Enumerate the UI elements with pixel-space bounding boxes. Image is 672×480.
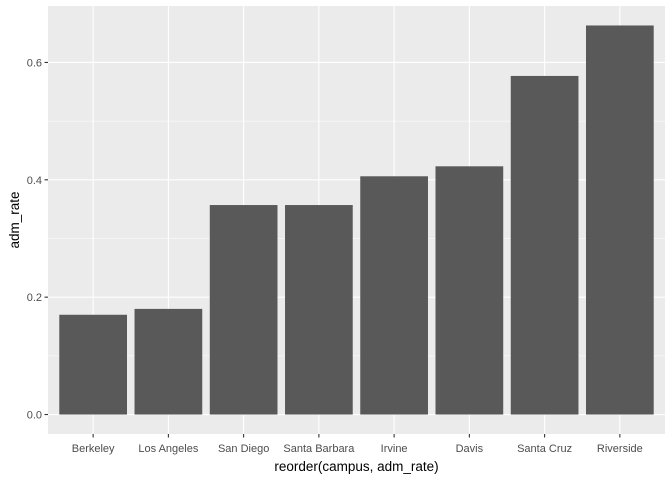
y-tick-label: 0.4 [27, 175, 42, 187]
y-tick-label: 0.2 [27, 292, 42, 304]
x-axis-title: reorder(campus, adm_rate) [274, 459, 438, 474]
bar-davis [435, 166, 504, 415]
x-tick-label: San Diego [218, 443, 269, 455]
x-tick-label: Riverside [597, 443, 643, 455]
y-axis-title: adm_rate [7, 191, 22, 248]
bar-berkeley [59, 314, 128, 415]
x-tick-label: Santa Cruz [517, 443, 572, 455]
bar-san-diego [209, 205, 278, 415]
y-axis: 0.0 0.2 0.4 0.6 [27, 57, 48, 422]
x-tick-label: Santa Barbara [283, 443, 355, 455]
y-tick-label: 0.0 [27, 410, 42, 422]
x-tick-label: Irvine [381, 443, 408, 455]
bar-santa-cruz [510, 75, 579, 415]
bar-irvine [360, 176, 428, 415]
x-tick-label: Los Angeles [138, 443, 198, 455]
bar-los-angeles [134, 308, 203, 415]
bars [59, 25, 654, 415]
x-tick-label: Davis [456, 443, 484, 455]
x-axis: Berkeley Los Angeles San Diego Santa Barbar… [72, 434, 643, 455]
y-tick-label: 0.6 [27, 57, 42, 69]
bar-riverside [585, 25, 654, 415]
bar-santa-barbara [285, 205, 353, 415]
x-tick-label: Berkeley [72, 443, 115, 455]
